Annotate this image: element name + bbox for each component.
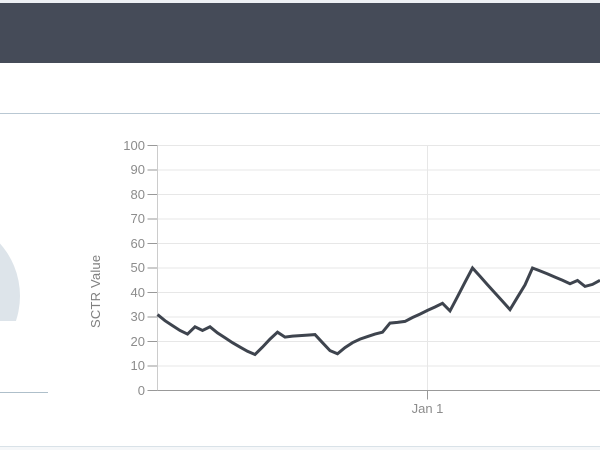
y-tick-label: 80 [130,186,145,202]
gauge-arc-partial [0,224,24,321]
y-tick-label: 50 [130,260,145,275]
y-tick-label: 40 [130,284,145,300]
series-line-sctr [156,265,600,357]
gauge-arc-svg [0,243,20,321]
bottom-border [0,446,600,447]
x-tick-label: Jan 1 [411,401,444,416]
y-tick-label: 30 [130,309,145,324]
app-header-bar [0,3,600,63]
y-tick-label: 70 [130,211,145,226]
y-tick-label: 60 [130,235,145,251]
gauge-baseline [0,392,48,393]
gauge-arc-fill [0,243,20,321]
horizontal-divider [0,113,600,114]
top-strip [0,0,600,3]
y-tick-label: 20 [130,333,145,349]
y-tick-label: 0 [137,382,145,398]
y-tick-label: 10 [130,358,145,373]
y-tick-label: 90 [130,162,145,177]
bottom-strip [0,447,600,450]
y-tick-label: 100 [123,137,145,153]
